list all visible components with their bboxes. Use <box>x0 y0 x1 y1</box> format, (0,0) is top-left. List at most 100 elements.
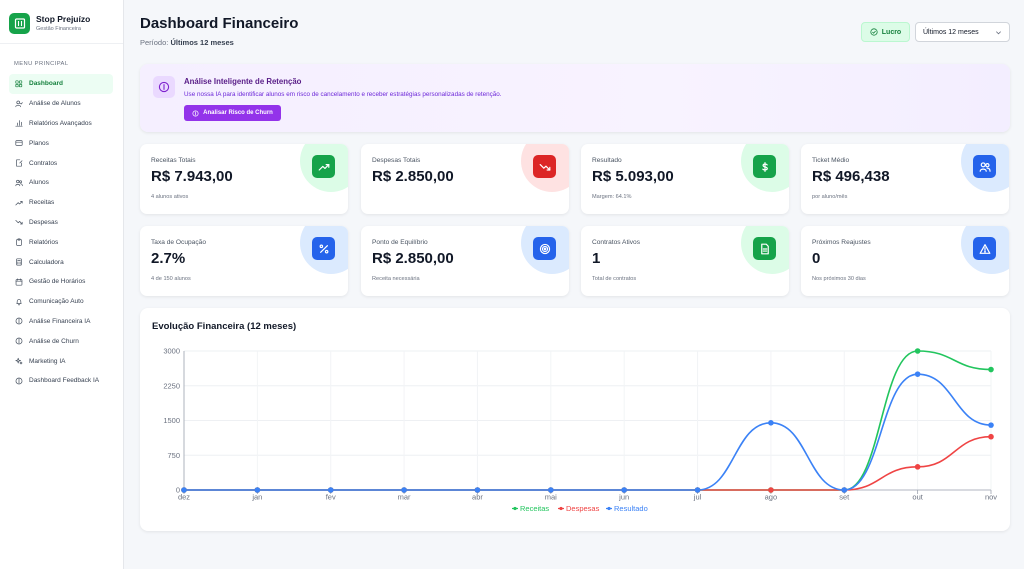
sidebar-item-label: Relatórios Avançados <box>29 119 92 127</box>
sidebar-item-label: Análise de Churn <box>29 337 79 345</box>
lucro-badge-button[interactable]: Lucro <box>861 22 910 42</box>
brain-icon <box>15 318 23 325</box>
card-label: Receitas Totais <box>151 157 196 164</box>
card-icon-tile <box>753 237 776 260</box>
sidebar-item-despesas[interactable]: Despesas <box>9 213 113 233</box>
sidebar: Stop Prejuízo Gestão Financeira MENU PRI… <box>0 0 124 569</box>
sidebar-item-contratos[interactable]: Contratos <box>9 153 113 173</box>
card-icon-tile <box>533 237 556 260</box>
card-label: Ticket Médio <box>812 157 850 164</box>
card-icon-tile <box>973 237 996 260</box>
data-point-resultado <box>474 487 481 493</box>
sidebar-item-dashboard-feedback-ia[interactable]: Dashboard Feedback IA <box>9 371 113 391</box>
chevron-down-icon <box>996 30 1001 34</box>
data-point-resultado <box>988 422 994 428</box>
sidebar-item-planos[interactable]: Planos <box>9 133 113 153</box>
card-icon-tile <box>973 155 996 178</box>
target-icon <box>539 243 550 254</box>
ai-banner-description: Use nossa IA para identificar alunos em … <box>184 91 502 98</box>
sidebar-item-analise-financeira-ia[interactable]: Análise Financeira IA <box>9 312 113 332</box>
card-value: 0 <box>812 250 821 267</box>
x-tick-label: mai <box>545 493 557 502</box>
card-value: R$ 496,438 <box>812 168 890 185</box>
sidebar-item-label: Alunos <box>29 179 49 187</box>
card-label: Ponto de Equilíbrio <box>372 239 428 246</box>
sidebar-item-gestao-de-horarios[interactable]: Gestão de Horários <box>9 272 113 292</box>
sidebar-item-label: Despesas <box>29 218 58 226</box>
ai-retention-banner: Análise Inteligente de Retenção Use noss… <box>140 64 1010 132</box>
card-subtext: por aluno/mês <box>812 194 848 200</box>
sidebar-item-label: Planos <box>29 139 49 147</box>
data-point-receitas <box>914 348 921 354</box>
check-circle-icon <box>870 28 878 36</box>
sidebar-item-label: Dashboard <box>29 80 63 88</box>
sidebar-item-alunos[interactable]: Alunos <box>9 173 113 193</box>
card-subtext: Margem: 64.1% <box>592 194 632 200</box>
bell-icon <box>16 298 22 305</box>
file-icon <box>760 243 769 254</box>
data-point-resultado <box>768 420 774 426</box>
data-point-resultado <box>181 487 187 493</box>
sidebar-item-analise-de-alunos[interactable]: Análise de Alunos <box>9 94 113 114</box>
card-value: R$ 5.093,00 <box>592 168 674 185</box>
y-tick-label: 2250 <box>163 381 180 390</box>
users-icon <box>15 179 23 187</box>
card-subtext: 4 de 150 alunos <box>151 276 191 282</box>
brain-icon <box>15 377 23 385</box>
data-point-resultado <box>548 487 554 493</box>
brain-icon <box>15 337 23 345</box>
chart-title: Evolução Financeira (12 meses) <box>152 321 297 332</box>
x-tick-label: abr <box>472 493 483 502</box>
clipboard-icon <box>16 238 22 246</box>
y-tick-label: 0 <box>176 486 180 495</box>
sidebar-item-label: Dashboard Feedback IA <box>29 377 100 385</box>
data-point-despesas <box>914 464 921 470</box>
sidebar-item-label: Relatórios <box>29 238 59 246</box>
sidebar-item-marketing-ia[interactable]: Marketing IA <box>9 351 113 371</box>
sidebar-item-label: Receitas <box>29 199 55 207</box>
menu-section-label: MENU PRINCIPAL <box>14 61 69 67</box>
x-tick-label: fev <box>326 493 336 502</box>
sidebar-item-relatorios-avancados[interactable]: Relatórios Avançados <box>9 114 113 134</box>
period-value: Últimos 12 meses <box>170 38 234 47</box>
analyze-churn-button[interactable]: Analisar Risco de Churn <box>184 105 281 121</box>
card-subtext: Total de contratos <box>592 276 637 282</box>
brain-icon <box>153 76 175 98</box>
y-tick-label: 750 <box>167 451 180 460</box>
main-content: Dashboard Financeiro Período: Últimos 12… <box>124 0 1024 569</box>
card-value: 1 <box>592 250 601 267</box>
sparkles-icon <box>15 357 23 365</box>
sidebar-item-analise-de-churn[interactable]: Análise de Churn <box>9 331 113 351</box>
card-value: R$ 2.850,00 <box>372 168 454 185</box>
sidebar-item-relatorios[interactable]: Relatórios <box>9 232 113 252</box>
legend-label: Despesas <box>566 504 600 513</box>
brand-subtitle: Gestão Financeira <box>36 25 81 32</box>
sidebar-item-calculadora[interactable]: Calculadora <box>9 252 113 272</box>
sidebar-item-label: Calculadora <box>29 258 64 266</box>
card-icon <box>15 140 23 147</box>
sidebar-item-label: Análise de Alunos <box>29 100 81 108</box>
page-title: Dashboard Financeiro <box>140 15 299 32</box>
sidebar-item-label: Comunicação Auto <box>29 298 84 306</box>
sidebar-item-label: Análise Financeira IA <box>29 317 91 325</box>
period-select[interactable]: Últimos 12 meses <box>915 22 1010 42</box>
kpi-card: Contratos Ativos 1 Total de contratos <box>581 226 789 296</box>
x-tick-label: jul <box>693 493 702 502</box>
kpi-card: Ticket Médio R$ 496,438 por aluno/mês <box>801 144 1009 214</box>
y-tick-label: 1500 <box>163 416 180 425</box>
calculator-icon <box>16 258 22 266</box>
data-point-resultado <box>694 487 701 493</box>
sidebar-item-comunicacao-auto[interactable]: Comunicação Auto <box>9 292 113 312</box>
legend-marker <box>607 506 611 511</box>
sidebar-item-dashboard[interactable]: Dashboard <box>9 74 113 94</box>
data-point-resultado <box>254 487 261 493</box>
series-line-resultado <box>184 373 992 491</box>
x-tick-label: dez <box>178 493 190 502</box>
sidebar-item-receitas[interactable]: Receitas <box>9 193 113 213</box>
kpi-card: Taxa de Ocupação 2.7% 4 de 150 alunos <box>140 226 348 296</box>
kpi-card: Receitas Totais R$ 7.943,00 4 alunos ativo… <box>140 144 348 214</box>
lucro-label: Lucro <box>881 28 902 36</box>
sidebar-item-label: Contratos <box>29 159 58 167</box>
data-point-receitas <box>988 366 994 373</box>
page-period: Período: Últimos 12 meses <box>140 38 234 47</box>
